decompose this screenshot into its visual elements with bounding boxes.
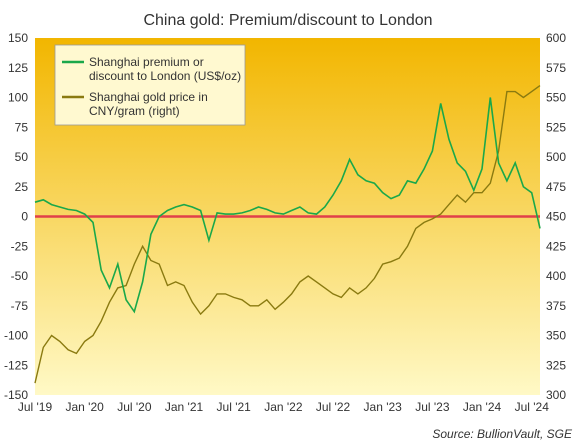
y-left-tick-label: 125 <box>8 61 28 75</box>
y-left-tick-label: -150 <box>4 388 28 402</box>
y-right-tick-label: 325 <box>546 358 566 372</box>
y-right-tick-label: 450 <box>546 210 566 224</box>
y-left-tick-label: 150 <box>8 31 28 45</box>
y-axis-left: 150 125 100 75 50 25 0 -25 -50 -75 -100 -125 -150 <box>4 31 28 402</box>
legend-box <box>54 44 246 126</box>
legend-label-premium-line1: Shanghai premium or <box>89 55 204 69</box>
x-tick-label: Jan '21 <box>165 400 204 414</box>
y-left-tick-label: 75 <box>15 120 29 134</box>
legend-label-gold-price-line1: Shanghai gold price in <box>89 90 208 104</box>
y-left-tick-label: -100 <box>4 329 28 343</box>
y-left-tick-label: -125 <box>4 358 28 372</box>
y-right-tick-label: 575 <box>546 61 566 75</box>
x-tick-label: Jul '19 <box>18 400 53 414</box>
y-right-tick-label: 500 <box>546 150 566 164</box>
series-line-gold-price <box>34 85 541 384</box>
legend-label-gold-price-line2: CNY/gram (right) <box>89 104 180 118</box>
series-line-premium <box>34 97 541 314</box>
source-note: Source: BullionVault, SGE <box>432 427 573 441</box>
y-right-tick-label: 425 <box>546 239 566 253</box>
legend-label-premium-line2: discount to London (US$/oz) <box>89 69 241 83</box>
y-left-tick-label: 25 <box>15 180 29 194</box>
y-left-tick-label: 100 <box>8 91 28 105</box>
y-left-tick-label: 50 <box>15 150 29 164</box>
x-axis: Jul '19 Jan '20 Jul '20 Jan '21 Jul '21 Jan '… <box>18 400 549 414</box>
y-right-tick-label: 300 <box>546 388 566 402</box>
y-left-tick-label: -25 <box>11 239 29 253</box>
x-tick-label: Jan '24 <box>463 400 502 414</box>
x-tick-label: Jul '21 <box>217 400 252 414</box>
x-tick-label: Jan '22 <box>264 400 303 414</box>
x-tick-label: Jan '20 <box>66 400 105 414</box>
x-tick-label: Jul '22 <box>316 400 351 414</box>
y-right-tick-label: 400 <box>546 269 566 283</box>
x-tick-label: Jul '24 <box>515 400 550 414</box>
legend: Shanghai premium or discount to London (… <box>54 44 246 126</box>
y-right-tick-label: 550 <box>546 91 566 105</box>
y-left-tick-label: -50 <box>11 269 29 283</box>
y-right-tick-label: 600 <box>546 31 566 45</box>
y-axis-right: 600 575 550 525 500 475 450 425 400 375 350 325 300 <box>546 31 566 402</box>
x-tick-label: Jul '20 <box>117 400 152 414</box>
y-right-tick-label: 525 <box>546 120 566 134</box>
y-left-tick-label: -75 <box>11 299 29 313</box>
y-left-tick-label: 0 <box>21 210 28 224</box>
chart-title: China gold: Premium/discount to London <box>143 12 432 29</box>
y-right-tick-label: 375 <box>546 299 566 313</box>
y-right-tick-label: 350 <box>546 329 566 343</box>
y-right-tick-label: 475 <box>546 180 566 194</box>
x-tick-label: Jul '23 <box>415 400 450 414</box>
x-tick-label: Jan '23 <box>364 400 403 414</box>
